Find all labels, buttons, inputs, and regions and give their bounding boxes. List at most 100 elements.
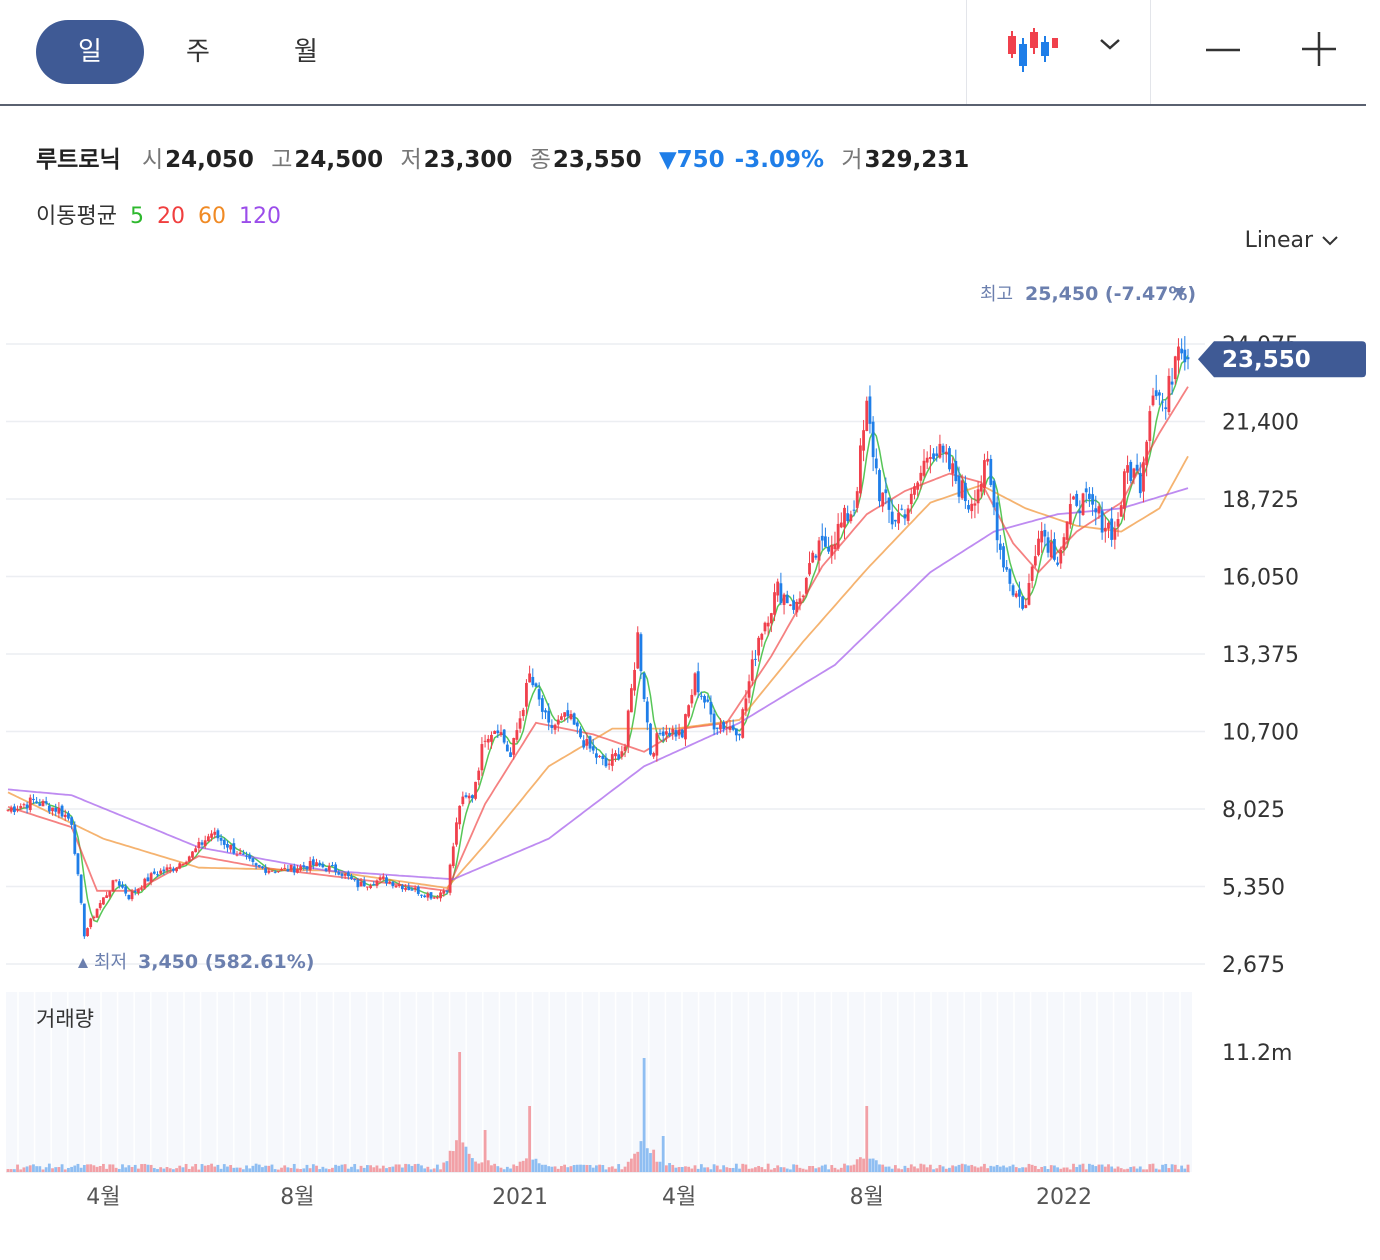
volume-bar [960, 1163, 964, 1172]
candle-body [296, 868, 299, 873]
candle-body [181, 864, 185, 866]
candle-body [302, 865, 306, 868]
volume-bar [1119, 1168, 1123, 1172]
candle-body [1037, 538, 1040, 556]
candle-body [79, 874, 83, 903]
candle-body [1116, 519, 1120, 527]
candle-body [137, 889, 140, 893]
volume-bar [862, 1158, 865, 1172]
candle-body [1068, 504, 1072, 525]
volume-bar [165, 1166, 169, 1172]
candle-body [970, 503, 974, 512]
candle-body [474, 781, 477, 799]
volume-bar [731, 1167, 735, 1172]
candle-body [232, 843, 236, 854]
candle-body [890, 511, 894, 525]
volume-bar [582, 1164, 586, 1172]
minus-icon[interactable] [1204, 36, 1242, 68]
volume-bar [206, 1165, 210, 1172]
candle-body [1014, 593, 1018, 597]
chevron-down-icon [1322, 236, 1338, 246]
candle-body [385, 877, 388, 884]
candle-body [57, 807, 61, 814]
candle-body [95, 908, 99, 918]
x-tick-label: 2022 [1036, 1185, 1092, 1210]
volume-bar [1027, 1163, 1031, 1172]
volume-bar [229, 1165, 233, 1172]
volume-bar [111, 1164, 115, 1172]
volume-bar [1122, 1169, 1126, 1172]
candle-body [140, 888, 143, 890]
volume-bar [515, 1165, 519, 1172]
candle-body [824, 536, 827, 547]
candle-body [12, 806, 16, 813]
candle-body [852, 509, 856, 511]
candle-body [1148, 411, 1152, 442]
volume-bar [41, 1169, 45, 1172]
candle-body [607, 763, 611, 765]
candle-body [238, 852, 242, 855]
scale-selector[interactable]: Linear [1245, 228, 1340, 253]
volume-bar [1024, 1167, 1028, 1172]
volume-bar [677, 1167, 681, 1172]
candle-body [1049, 542, 1053, 558]
volume-bar [833, 1167, 837, 1172]
plus-icon[interactable] [1300, 30, 1338, 72]
volume-bar [566, 1167, 570, 1172]
chevron-down-icon[interactable] [1098, 36, 1122, 56]
candle-body [423, 895, 427, 898]
candle-body [566, 710, 570, 717]
candle-body [1021, 596, 1025, 609]
candle-body [267, 870, 271, 873]
candle-body [105, 895, 108, 898]
candle-body [1186, 357, 1190, 360]
candle-body [979, 483, 983, 492]
candlestick-icon[interactable] [1004, 28, 1058, 78]
volume-bar [575, 1164, 579, 1172]
candle-body [44, 801, 48, 804]
volume-bar [1173, 1164, 1177, 1172]
low-label: 저 [400, 147, 422, 173]
volume-bar [798, 1167, 802, 1172]
volume-bar [817, 1167, 821, 1172]
candle-body [992, 480, 996, 508]
candle-body [744, 698, 748, 711]
candle-body [795, 601, 799, 613]
volume-bar [22, 1167, 26, 1172]
candle-body [1002, 546, 1005, 568]
volume-bar [645, 1148, 649, 1172]
chart-toolbar: 일 주 월 [0, 0, 1366, 106]
candle-body [540, 698, 544, 712]
volume-bar [1183, 1168, 1187, 1172]
volume-bar [1056, 1167, 1059, 1172]
candle-body [350, 876, 353, 879]
volume-max-label: 11.2m [1222, 1041, 1292, 1066]
candle-body [623, 746, 627, 752]
period-day-tab[interactable]: 일 [36, 20, 144, 84]
candle-body [292, 866, 296, 873]
volume-bar [98, 1166, 102, 1172]
volume-bar [919, 1163, 923, 1172]
volume-bar [1148, 1164, 1152, 1172]
volume-bar [734, 1163, 738, 1172]
candle-body [900, 508, 904, 510]
volume-bar [286, 1167, 290, 1172]
volume-bar [744, 1164, 748, 1172]
volume-bar [998, 1166, 1002, 1172]
volume-bar [216, 1164, 220, 1172]
volume-bar [537, 1163, 541, 1172]
volume-value: 329,231 [864, 147, 970, 173]
period-week-tab[interactable]: 주 [186, 37, 210, 67]
candle-body [67, 813, 70, 819]
volume-bar [1094, 1166, 1098, 1172]
volume-bar [903, 1165, 907, 1172]
period-month-tab[interactable]: 월 [294, 37, 318, 67]
volume-bar [649, 1153, 652, 1172]
volume-bar [92, 1165, 96, 1172]
candle-body [216, 830, 220, 839]
volume-bar [152, 1168, 156, 1172]
candle-body [464, 795, 468, 797]
candle-body [89, 918, 93, 928]
candle-body [715, 727, 719, 729]
